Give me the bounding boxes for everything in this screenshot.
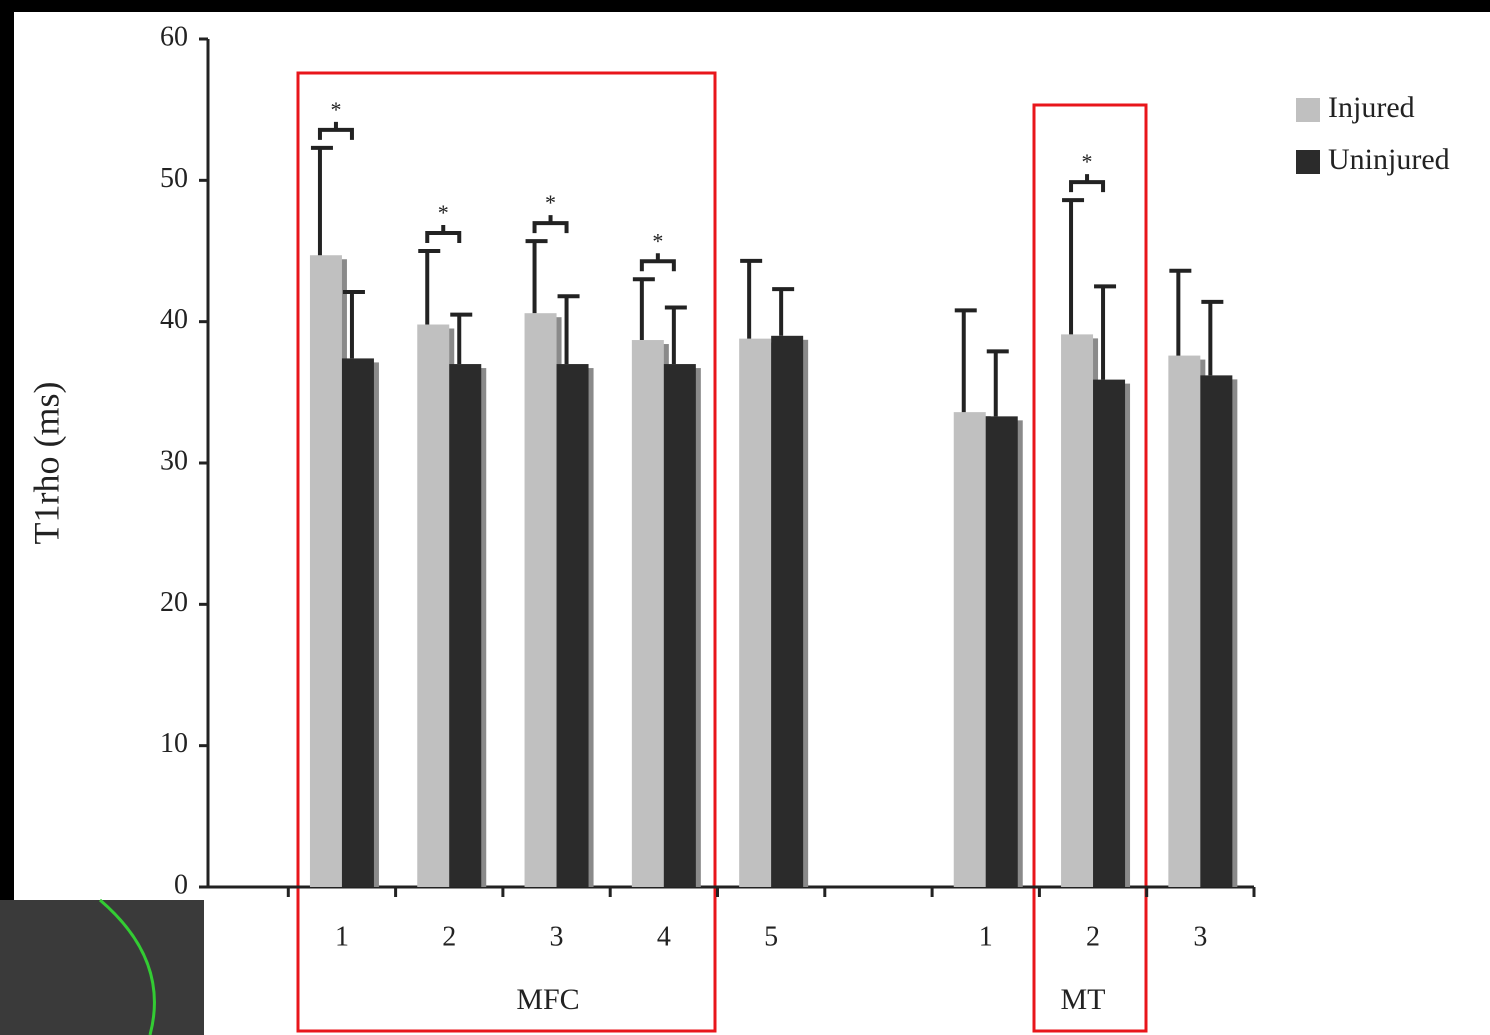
bar bbox=[1200, 375, 1232, 887]
y-tick-label: 30 bbox=[160, 445, 188, 476]
y-tick-label: 60 bbox=[160, 21, 188, 52]
x-tick-label: 3 bbox=[550, 921, 564, 952]
bar bbox=[664, 364, 696, 887]
significance-label: * bbox=[438, 200, 449, 225]
y-tick-label: 10 bbox=[160, 728, 188, 759]
bar bbox=[771, 336, 803, 887]
x-tick-label: 5 bbox=[764, 921, 778, 952]
bar bbox=[1061, 334, 1093, 887]
significance-label: * bbox=[545, 190, 556, 215]
bar bbox=[449, 364, 481, 887]
y-tick-label: 0 bbox=[174, 869, 188, 900]
bar bbox=[739, 339, 771, 887]
y-axis-label: T1rho (ms) bbox=[26, 382, 66, 545]
bar bbox=[342, 358, 374, 887]
y-tick-label: 50 bbox=[160, 163, 188, 194]
significance-label: * bbox=[330, 97, 341, 122]
bar bbox=[557, 364, 589, 887]
y-tick-label: 40 bbox=[160, 304, 188, 335]
x-tick-label: 1 bbox=[335, 921, 349, 952]
bar bbox=[954, 412, 986, 887]
significance-label: * bbox=[1082, 149, 1093, 174]
legend-swatch bbox=[1296, 150, 1320, 174]
legend-label: Injured bbox=[1328, 91, 1415, 124]
x-tick-label: 4 bbox=[657, 921, 671, 952]
bar bbox=[417, 324, 449, 887]
bar bbox=[632, 340, 664, 887]
bar bbox=[310, 255, 342, 887]
x-tick-label: 2 bbox=[442, 921, 456, 952]
legend-label: Uninjured bbox=[1328, 143, 1450, 176]
group-label: MT bbox=[1061, 983, 1106, 1016]
bar bbox=[986, 416, 1018, 887]
chart: T1rho (ms) 0 10 20 30 40 50 60 1 * 2 * 3 * 4 * 5 1 2 * 3 MFC… bbox=[0, 0, 1490, 1035]
x-tick-label: 1 bbox=[979, 921, 993, 952]
bar bbox=[1168, 356, 1200, 887]
bar bbox=[1093, 380, 1125, 887]
mri-thumbnail bbox=[0, 900, 204, 1035]
x-tick-label: 3 bbox=[1193, 921, 1207, 952]
y-tick-label: 20 bbox=[160, 587, 188, 618]
significance-label: * bbox=[652, 228, 663, 253]
x-tick-label: 2 bbox=[1086, 921, 1100, 952]
group-label: MFC bbox=[516, 983, 579, 1016]
page: {"chart_data": {"type": "bar", "y_label"… bbox=[0, 0, 1490, 1035]
bar bbox=[525, 313, 557, 887]
legend-swatch bbox=[1296, 98, 1320, 122]
